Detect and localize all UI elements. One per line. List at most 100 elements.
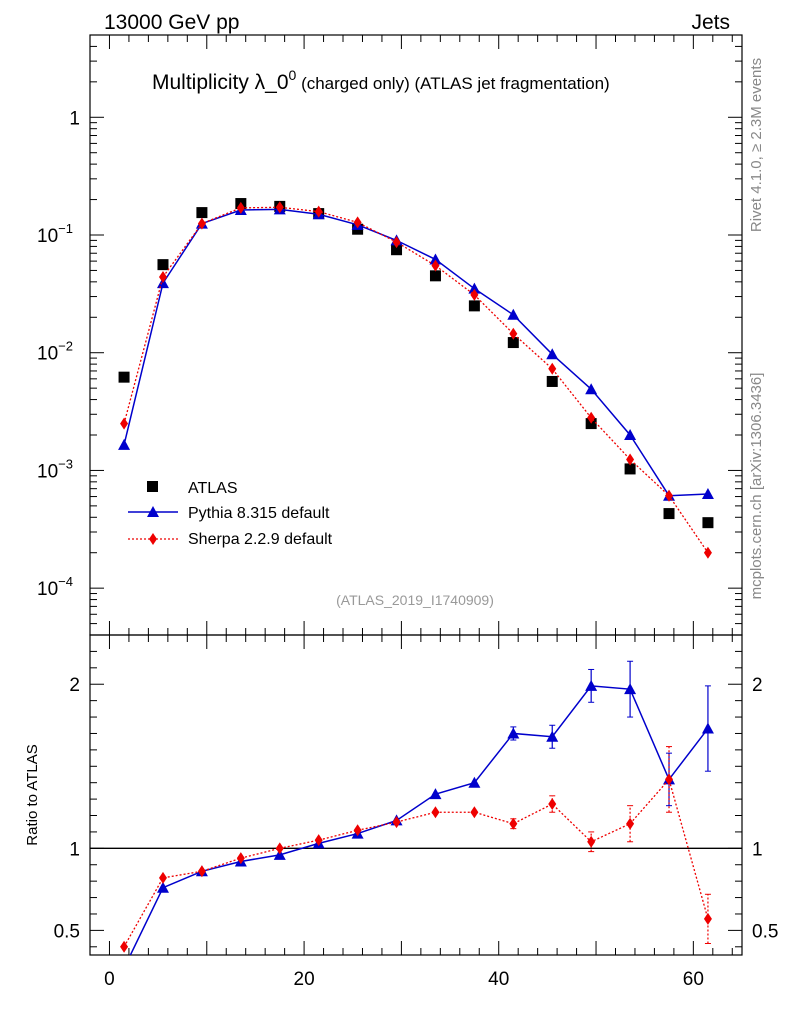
- ratio-data-point: [392, 816, 401, 829]
- ratio-data-point: [275, 842, 284, 855]
- main-data-point: [624, 463, 636, 475]
- rivet-version-label: Rivet 4.1.0, ≥ 2.3M events: [748, 58, 765, 232]
- main-data-point: [546, 375, 558, 387]
- ratio-y-tick-label: 2: [69, 675, 80, 696]
- ratio-series-group: [120, 660, 714, 955]
- main-series-line: [123, 206, 709, 554]
- main-data-point: [624, 429, 637, 440]
- main-data-point: [353, 216, 362, 229]
- ratio-tick-labels: 0 20 40 60 0.5 0.5 1 1 2 2: [54, 675, 779, 990]
- ratio-ylabel: Ratio to ATLAS: [24, 744, 41, 845]
- plot-title-sup: 0: [289, 67, 297, 83]
- energy-label: 13000 GeV pp: [104, 11, 239, 34]
- main-data-point: [392, 236, 401, 249]
- ratio-data-point: [431, 806, 440, 819]
- ratio-y-tick-label-right: 1: [752, 839, 763, 860]
- y-tick-label: 10−4: [37, 574, 73, 600]
- ratio-data-point: [236, 852, 245, 865]
- main-data-point: [429, 270, 441, 282]
- ratio-data-point: [665, 773, 674, 786]
- main-data-point: [431, 259, 440, 272]
- ratio-data-point: [624, 683, 637, 695]
- main-data-point: [585, 383, 598, 395]
- legend-marker-atlas: [147, 481, 158, 492]
- legend-label-sherpa: Sherpa 2.2.9 default: [188, 531, 333, 548]
- x-tick-label: 0: [104, 969, 115, 990]
- category-label: Jets: [691, 11, 730, 34]
- ratio-data-point: [626, 817, 635, 830]
- ratio-series-line: [123, 778, 709, 948]
- ratio-data-point: [314, 834, 323, 847]
- plot-title-main: Multiplicity λ_0: [152, 71, 289, 94]
- ratio-data-point: [158, 871, 167, 884]
- y-tick-label: 10−2: [37, 339, 73, 365]
- ratio-data-point: [587, 835, 596, 848]
- ratio-y-tick-label: 1: [69, 839, 80, 860]
- main-data-point: [665, 489, 674, 502]
- main-data-point: [120, 417, 129, 430]
- main-data-point: [391, 244, 403, 256]
- ratio-data-point: [546, 730, 559, 742]
- main-data-point: [236, 201, 245, 214]
- legend-label-pythia: Pythia 8.315 default: [188, 505, 330, 522]
- ratio-data-point: [585, 679, 598, 691]
- ratio-data-point: [197, 865, 206, 878]
- x-tick-label: 20: [294, 969, 315, 990]
- ratio-y-tick-label: 0.5: [54, 921, 80, 942]
- main-data-point: [468, 300, 480, 312]
- main-data-point: [509, 327, 518, 340]
- plot-title-rest: (charged only) (ATLAS jet fragmentation): [296, 74, 609, 93]
- main-data-point: [626, 453, 635, 466]
- main-ticks: [90, 34, 742, 636]
- main-y-tick-labels: 10−4 10−3 10−2 10−1 1: [37, 108, 80, 600]
- y-tick-label: 1: [69, 108, 80, 129]
- ratio-data-point: [120, 940, 129, 953]
- main-data-point: [429, 253, 442, 265]
- main-data-point: [507, 308, 520, 320]
- main-data-point: [314, 205, 323, 218]
- legend-label-atlas: ATLAS: [188, 480, 238, 497]
- plot-title: Multiplicity λ_00 (charged only) (ATLAS …: [152, 67, 610, 94]
- ratio-data-point: [548, 798, 557, 811]
- main-data-point: [703, 546, 712, 559]
- legend-marker-pythia: [147, 506, 159, 517]
- main-data-point: [158, 270, 167, 283]
- legend: ATLAS Pythia 8.315 default Sherpa 2.2.9 …: [128, 480, 333, 548]
- main-data-point: [118, 438, 131, 450]
- y-tick-label: 10−3: [37, 456, 73, 482]
- ratio-y-tick-label-right: 2: [752, 675, 763, 696]
- ratio-y-tick-label-right: 0.5: [752, 921, 778, 942]
- main-data-point: [663, 508, 675, 520]
- main-data-point: [468, 282, 481, 294]
- y-tick-label: 10−1: [37, 221, 73, 247]
- ratio-data-point: [353, 824, 362, 837]
- main-data-point: [118, 371, 130, 383]
- ratio-plot-frame: [89, 634, 743, 956]
- main-data-point: [546, 348, 559, 360]
- ratio-data-point: [468, 776, 481, 788]
- x-tick-label: 60: [683, 969, 704, 990]
- ratio-data-point: [507, 727, 520, 739]
- main-data-point: [470, 288, 479, 301]
- main-data-point: [507, 337, 519, 349]
- main-data-point: [548, 362, 557, 375]
- x-tick-label: 40: [488, 969, 509, 990]
- ratio-data-layer: [120, 660, 714, 955]
- analysis-id: (ATLAS_2019_I1740909): [336, 592, 494, 608]
- main-data-point: [196, 207, 208, 219]
- ratio-data-point: [156, 881, 169, 893]
- main-series-line: [123, 208, 708, 497]
- mcplots-label: mcplots.cern.ch [arXiv:1306.3436]: [748, 373, 765, 600]
- ratio-data-point: [470, 806, 479, 819]
- ratio-data-point: [273, 848, 286, 860]
- main-data-point: [587, 411, 596, 424]
- ratio-data-point: [703, 912, 712, 925]
- main-data-point: [197, 217, 206, 230]
- ratio-series-line: [129, 685, 709, 955]
- main-data-point: [702, 517, 714, 529]
- main-data-point: [275, 201, 284, 214]
- main-data-layer: [118, 198, 714, 559]
- main-data-point: [157, 259, 169, 271]
